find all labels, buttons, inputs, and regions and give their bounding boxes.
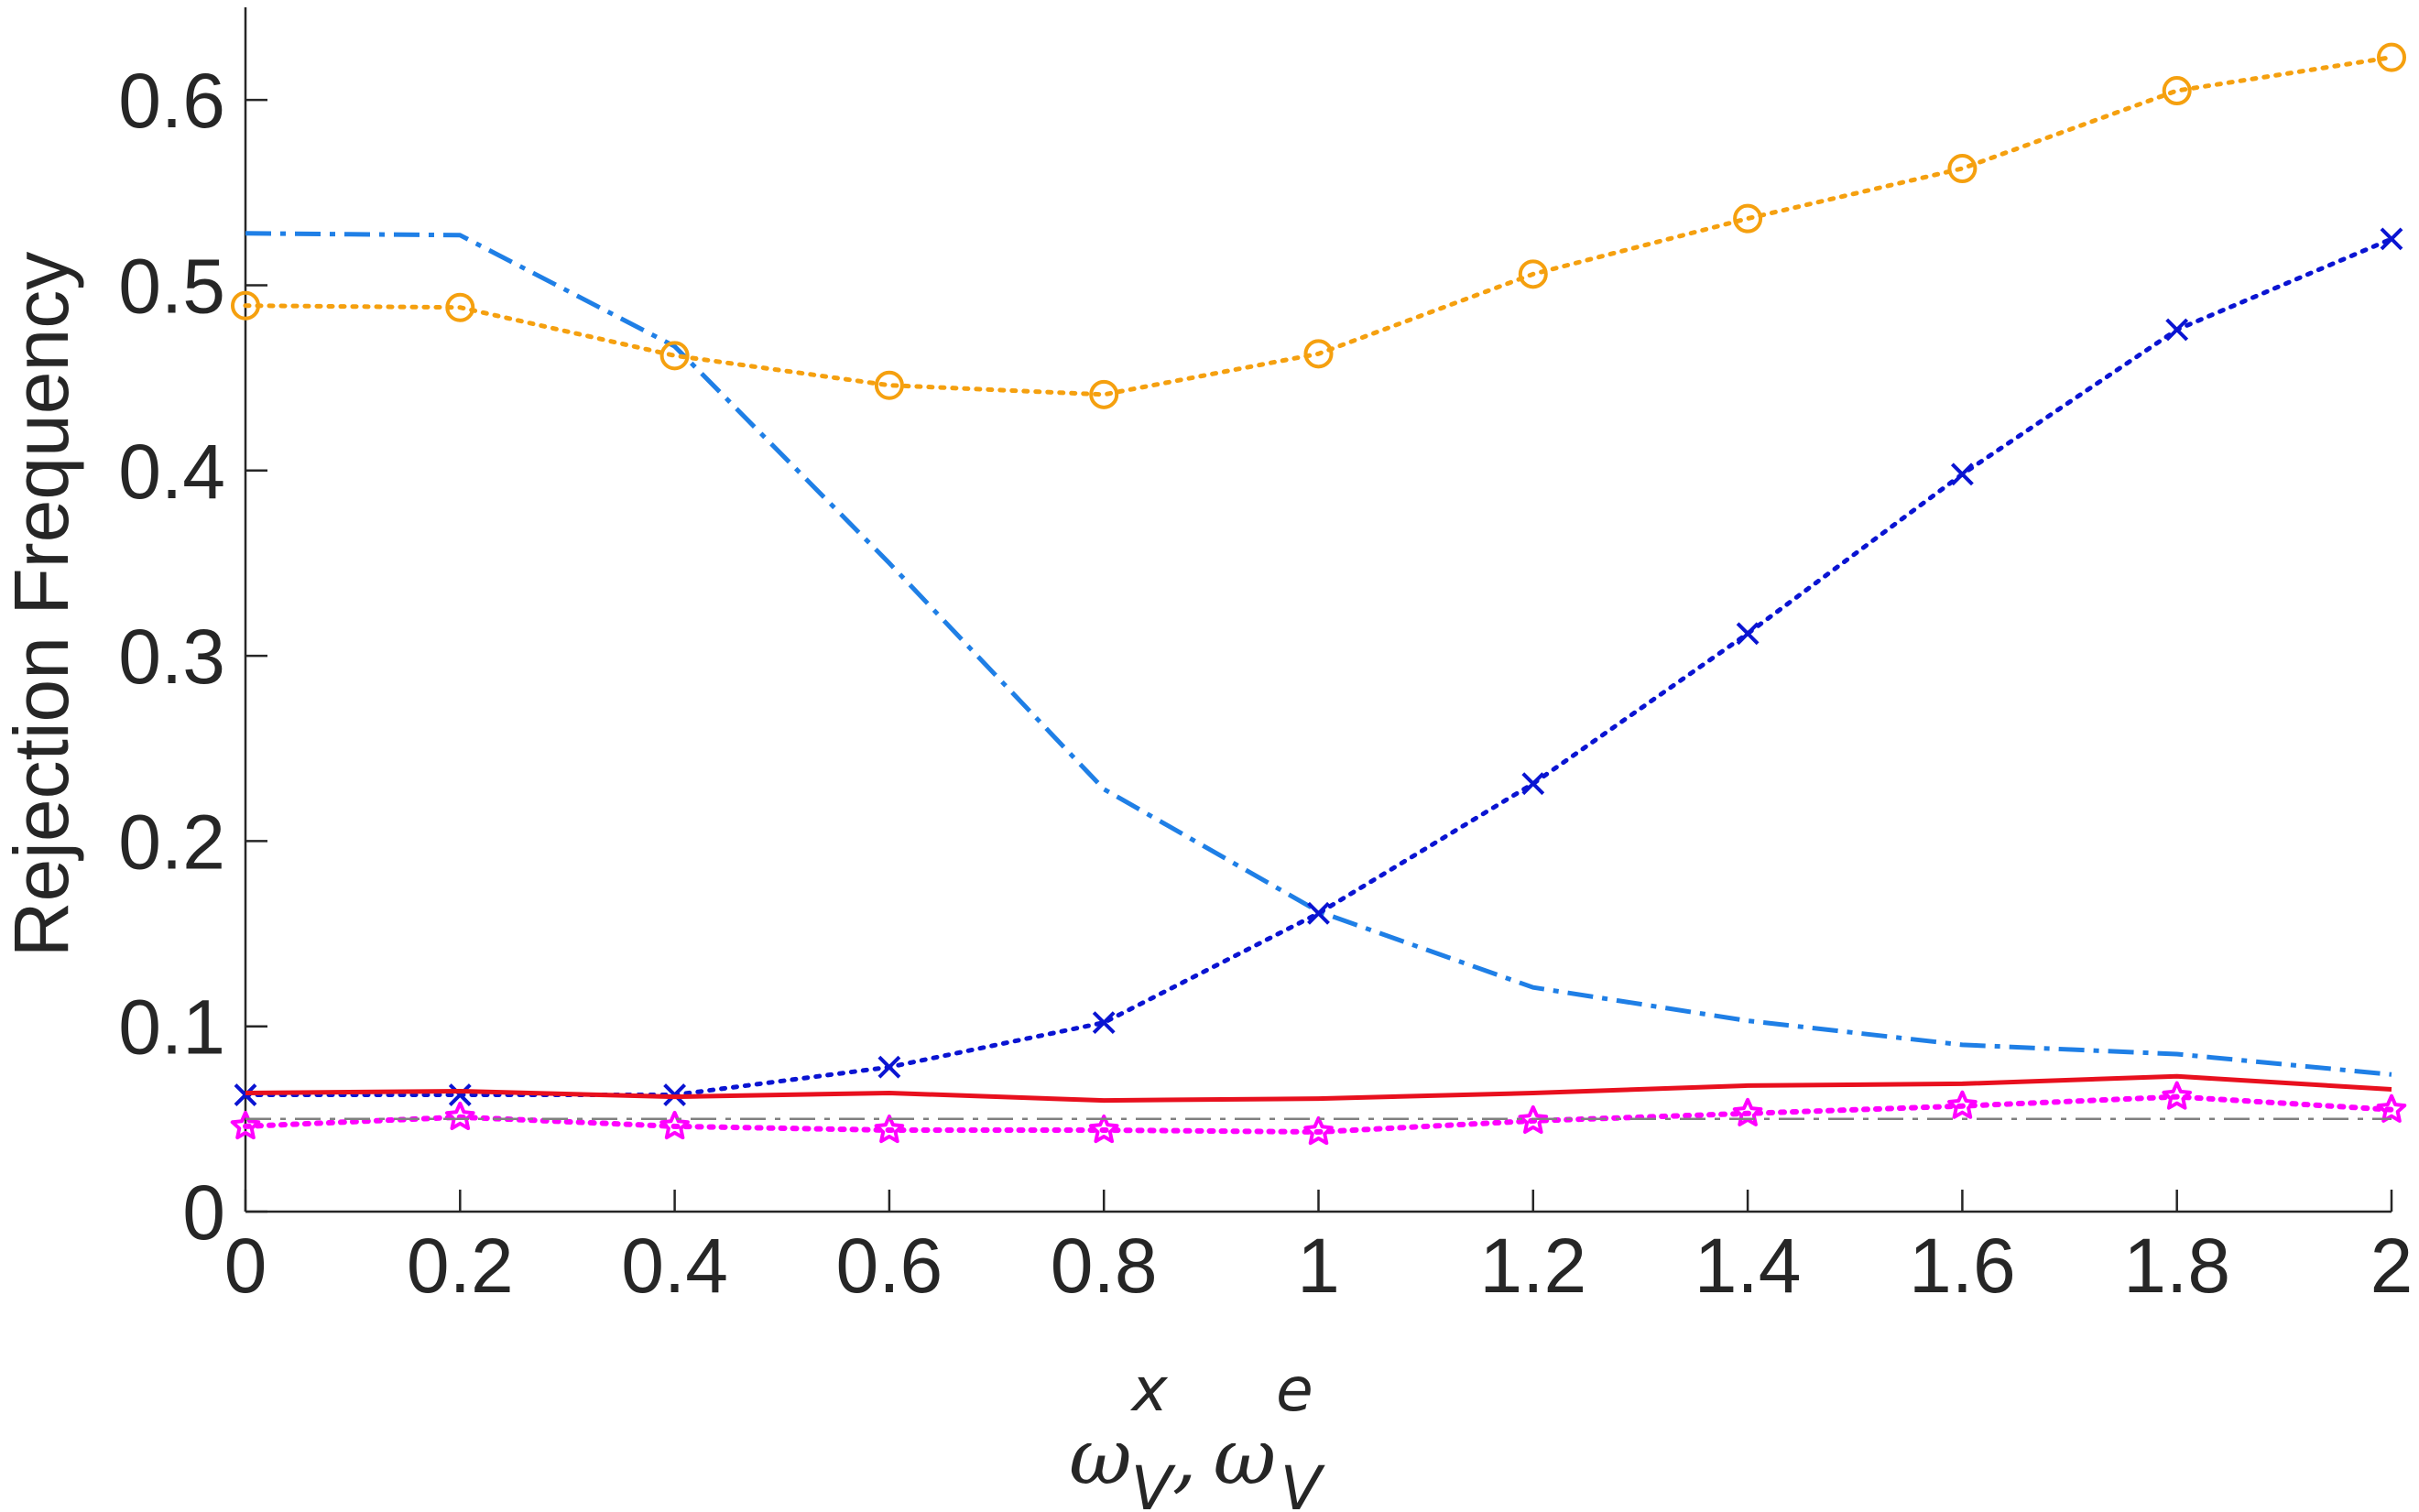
data-point-star — [445, 1101, 475, 1130]
data-point-circle — [1303, 339, 1334, 369]
x-label-sub-2: V — [1280, 1453, 1325, 1512]
series-4 — [230, 1081, 2407, 1146]
series-layer — [230, 42, 2407, 1146]
series-line — [245, 1073, 2392, 1104]
data-point-circle — [1089, 379, 1119, 409]
data-point-x — [448, 1083, 472, 1106]
series-line — [243, 1093, 2394, 1135]
data-point-x — [877, 1055, 901, 1079]
x-label-separator: , — [1172, 1412, 1197, 1502]
series-0 — [245, 231, 2392, 1077]
data-point-circle — [1733, 203, 1763, 234]
x-tick-label: 0.6 — [836, 1223, 943, 1309]
x-tick-label: 1 — [1297, 1223, 1340, 1309]
data-point-circle — [1947, 154, 1978, 184]
data-point-circle — [659, 341, 690, 371]
data-point-circle — [445, 292, 475, 322]
data-point-x — [2165, 318, 2189, 342]
x-label-sup-2: e — [1276, 1354, 1313, 1425]
data-point-circle — [2162, 76, 2192, 106]
data-point-circle — [1518, 259, 1548, 289]
data-point-x — [1736, 622, 1760, 646]
data-point-circle — [2377, 42, 2406, 72]
data-point-star — [1947, 1090, 1978, 1119]
x-tick-label: 0.8 — [1051, 1223, 1158, 1309]
series-3 — [245, 1073, 2392, 1104]
x-tick-label: 0.2 — [407, 1223, 514, 1309]
x-label-sub-1: V — [1131, 1453, 1176, 1512]
y-tick-label: 0 — [182, 1169, 225, 1256]
x-axis-label: ω x V , ω e V — [1069, 1354, 1325, 1512]
axes — [244, 7, 2393, 1213]
data-point-star — [2376, 1093, 2407, 1123]
x-tick-label: 2 — [2370, 1223, 2414, 1309]
data-point-star — [659, 1110, 690, 1140]
x-tick-label: 0.4 — [621, 1223, 728, 1309]
series-line — [245, 231, 2392, 1077]
data-point-circle — [874, 370, 904, 400]
y-tick-label: 0.1 — [118, 984, 225, 1071]
data-point-x — [1521, 772, 1545, 796]
x-tick-label: 1.8 — [2123, 1223, 2230, 1309]
data-point-x — [1307, 901, 1330, 925]
x-tick-label: 0 — [224, 1223, 267, 1309]
data-point-star — [1303, 1116, 1334, 1146]
data-point-star — [1518, 1104, 1549, 1134]
data-point-star — [1088, 1115, 1119, 1144]
y-axis-label: Rejection Frequency — [0, 252, 84, 957]
y-tick-label: 0.4 — [118, 429, 225, 515]
y-tick-label: 0.6 — [118, 58, 225, 144]
x-label-omega-1: ω — [1069, 1412, 1132, 1502]
series-2 — [234, 227, 2403, 1106]
data-point-circle — [231, 290, 260, 321]
data-point-x — [2380, 227, 2403, 251]
y-tick-label: 0.2 — [118, 799, 225, 885]
x-tick-label: 1.4 — [1694, 1223, 1802, 1309]
data-point-x — [234, 1083, 257, 1106]
x-label-sup-1: x — [1130, 1354, 1169, 1425]
x-tick-label: 1.2 — [1479, 1223, 1586, 1309]
data-point-star — [230, 1110, 261, 1140]
data-point-x — [1950, 462, 1974, 486]
series-1 — [231, 42, 2406, 409]
x-tick-label: 1.6 — [1909, 1223, 2016, 1309]
tick-labels: 0 0.2 0.4 0.6 0.8 1 1.2 1.4 1.6 1.8 2 0 0.1 0.2 0.3 0.4… — [118, 58, 2413, 1309]
y-tick-label: 0.5 — [118, 243, 225, 329]
series-line — [243, 55, 2394, 397]
data-point-star — [2162, 1081, 2192, 1110]
x-label-omega-2: ω — [1214, 1412, 1277, 1502]
data-point-star — [874, 1115, 905, 1144]
data-point-x — [1092, 1011, 1116, 1035]
y-tick-label: 0.3 — [118, 614, 225, 700]
